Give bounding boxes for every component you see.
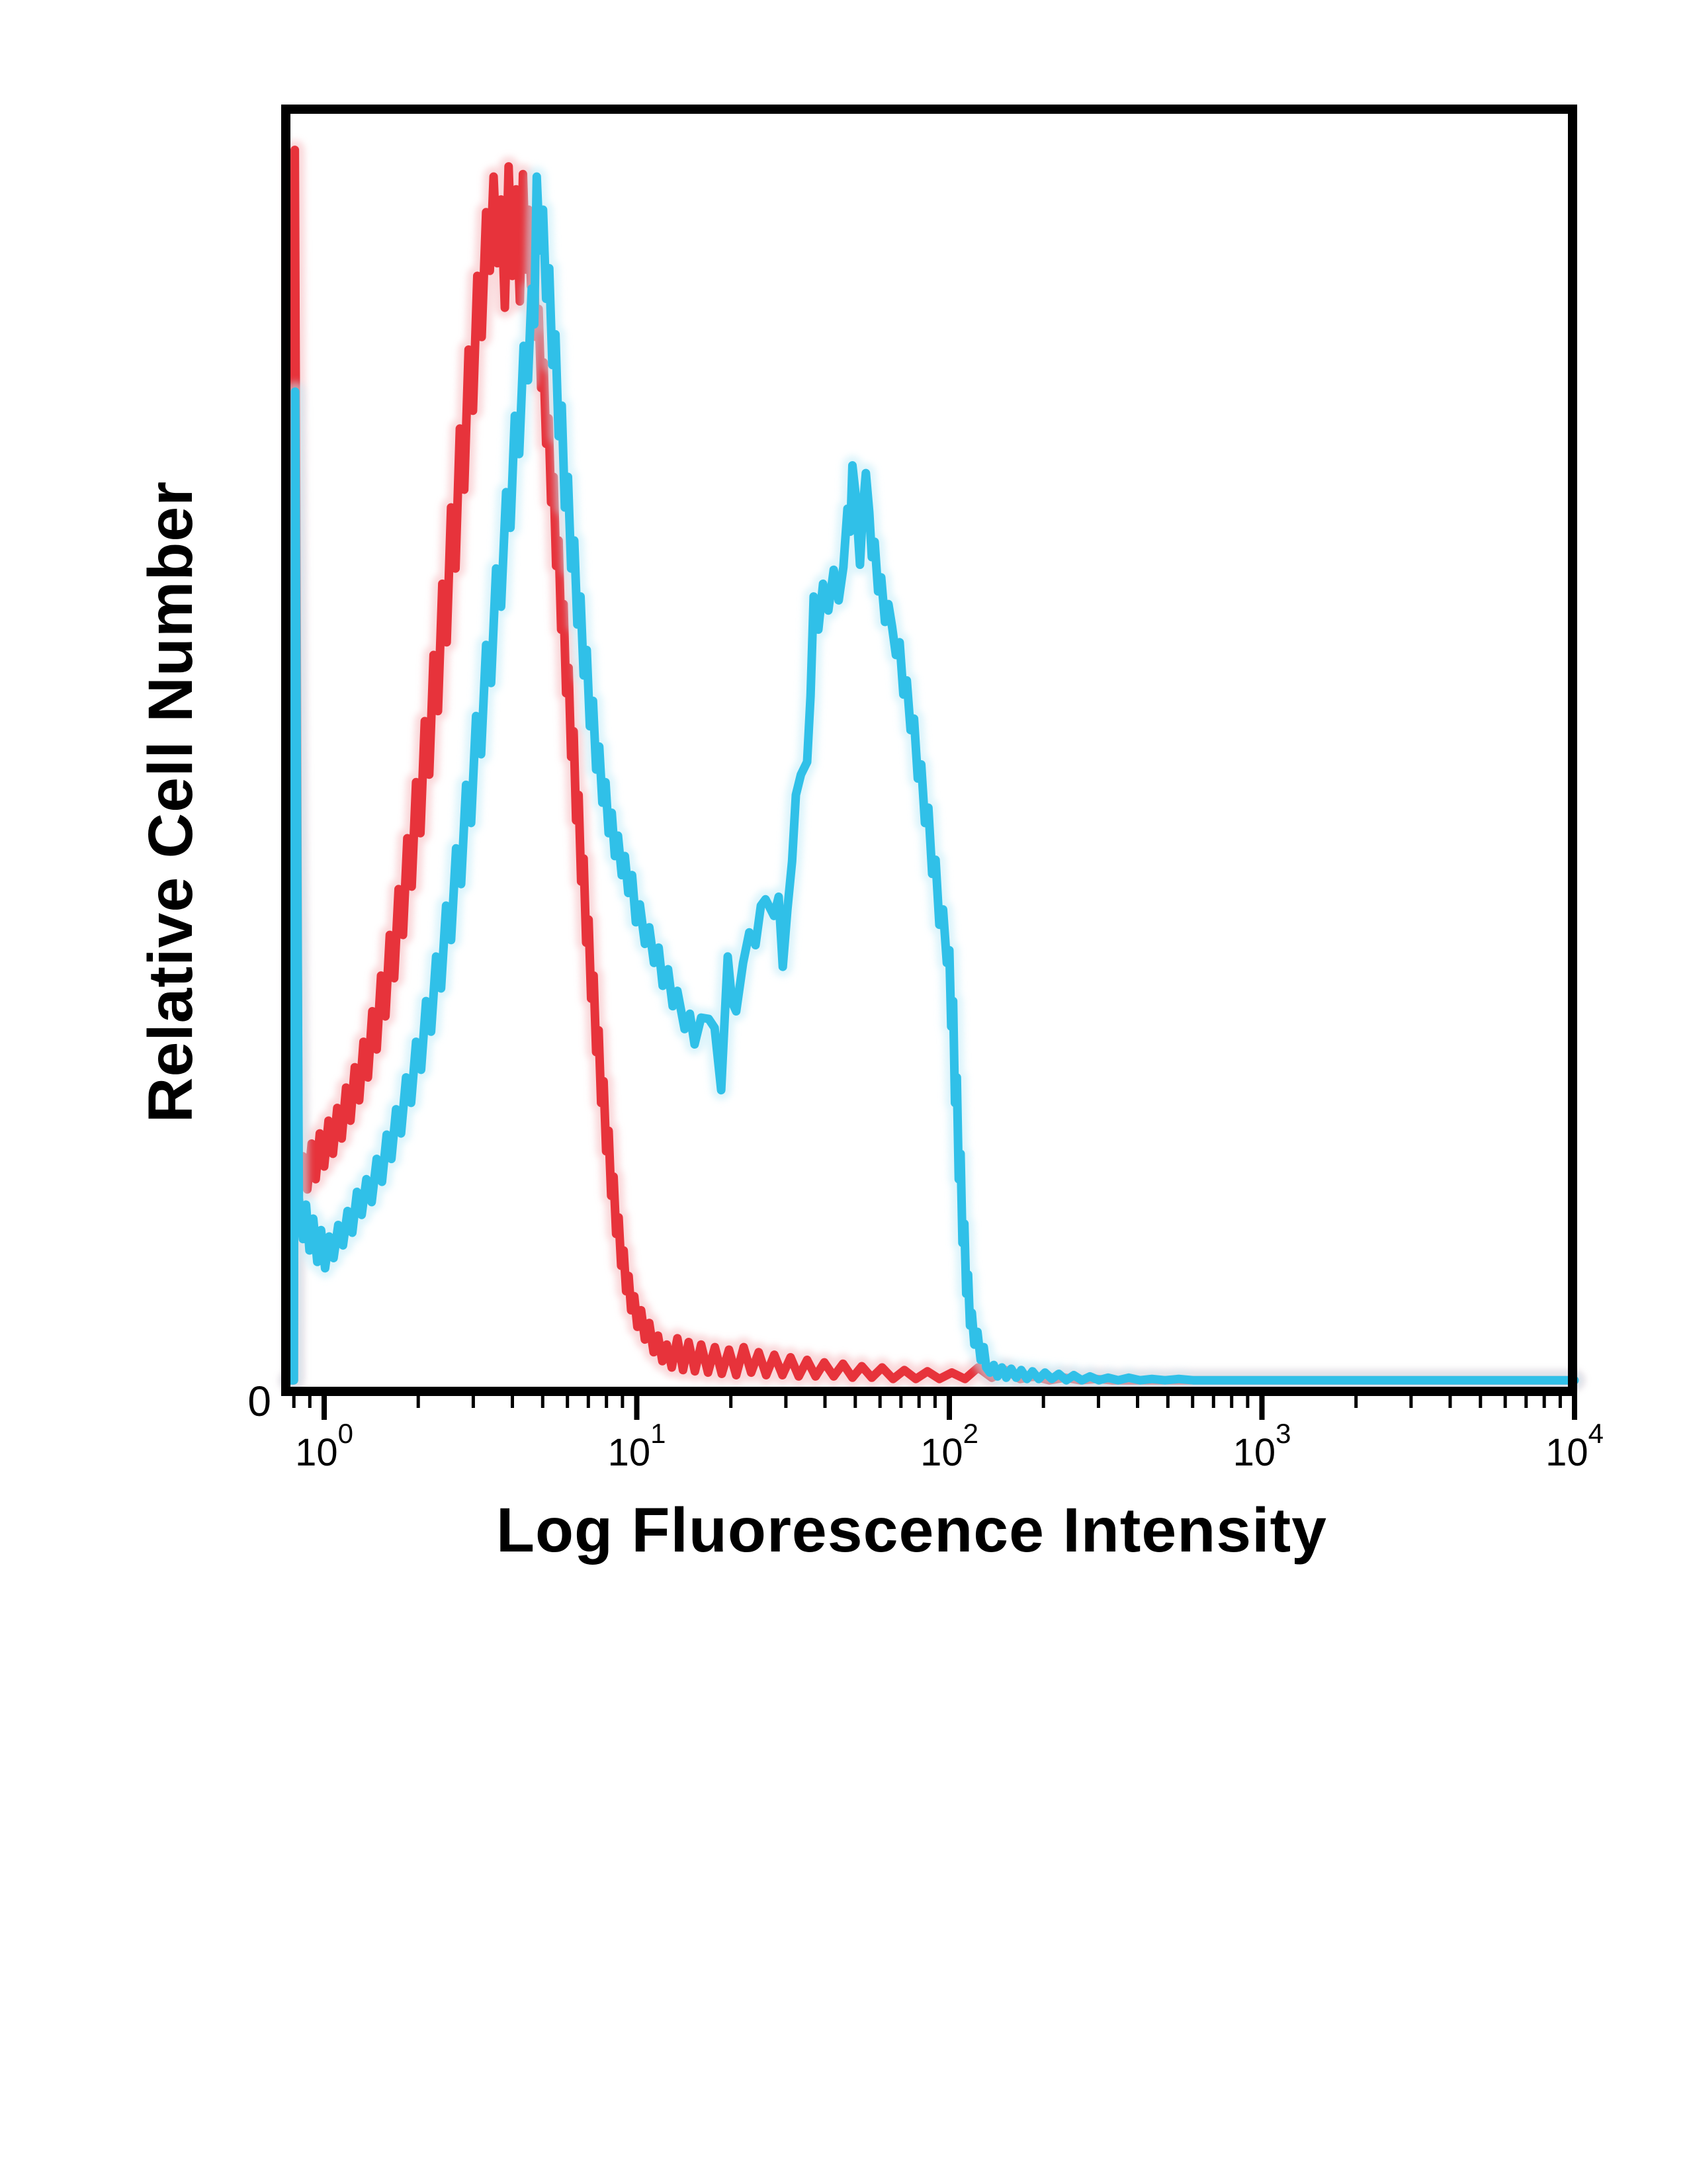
x-tick-label-base: 10 (1545, 1431, 1588, 1474)
x-tick-label: 100 (295, 1418, 353, 1474)
red-curve (284, 146, 1579, 1385)
x-tick-label-base: 10 (295, 1431, 338, 1474)
x-tick-label-exponent: 2 (963, 1418, 978, 1449)
x-tick-label: 102 (920, 1418, 978, 1474)
x-axis-tick-labels: 100 101 102 103 104 (295, 1418, 1604, 1474)
plot-border (281, 105, 1577, 1396)
x-tick-label: 103 (1233, 1418, 1291, 1474)
x-tick-label: 104 (1545, 1418, 1604, 1474)
x-tick-label-base: 10 (920, 1431, 963, 1474)
x-tick-label: 101 (608, 1418, 666, 1474)
y-axis-title: Relative Cell Number (136, 481, 206, 1123)
y-zero-label: 0 (247, 1377, 271, 1425)
cyan-curve (284, 172, 1579, 1385)
curves-layer (279, 140, 1584, 1391)
x-tick-label-base: 10 (608, 1431, 651, 1474)
x-tick-label-exponent: 1 (650, 1418, 666, 1449)
x-tick-label-base: 10 (1233, 1431, 1276, 1474)
x-axis-ticks (292, 1396, 1577, 1420)
x-tick-label-exponent: 3 (1276, 1418, 1291, 1449)
x-tick-label-exponent: 0 (338, 1418, 353, 1449)
x-tick-label-exponent: 4 (1588, 1418, 1604, 1449)
x-axis-title: Log Fluorescence Intensity (496, 1495, 1327, 1565)
